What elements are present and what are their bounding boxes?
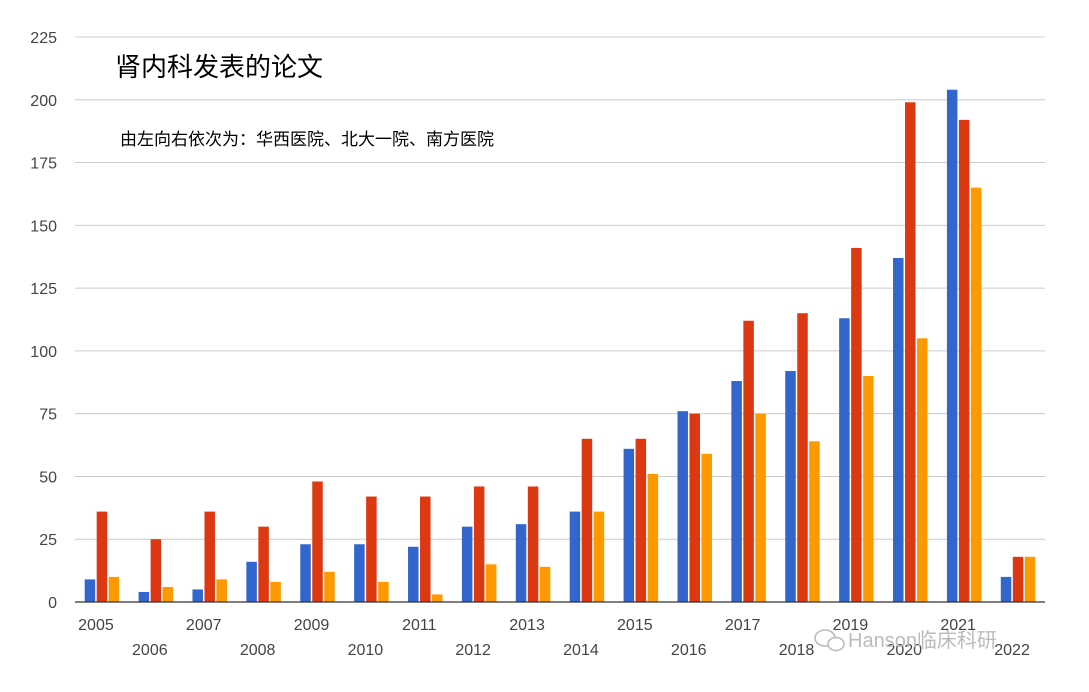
y-tick-label: 175 (30, 156, 57, 173)
x-tick-label: 2010 (348, 642, 384, 659)
bar-2018-series-1 (785, 370, 796, 602)
bar-2017-series-2 (743, 320, 754, 602)
wechat-icon (814, 629, 845, 652)
bar-2013-series-1 (515, 524, 527, 602)
y-tick-label: 225 (30, 30, 57, 47)
y-tick-label: 100 (30, 344, 57, 361)
bar-2010-series-2 (366, 496, 377, 602)
bar-2009-series-2 (312, 481, 323, 602)
watermark: Hanson临床科研 (814, 629, 997, 652)
bar-2015-series-2 (635, 438, 647, 602)
bar-2012-series-2 (473, 486, 485, 602)
bar-2012-series-1 (461, 526, 473, 602)
bar-2018-series-3 (809, 441, 820, 602)
bar-2019-series-2 (851, 247, 862, 602)
bar-2005-series-1 (84, 579, 96, 602)
bar-2015-series-3 (647, 473, 659, 602)
y-tick-label: 125 (30, 281, 57, 298)
bar-2008-series-1 (246, 561, 257, 602)
bar-2015-series-1 (623, 448, 635, 602)
y-tick-label: 200 (30, 93, 57, 110)
bar-2021-series-1 (946, 89, 958, 602)
x-tick-label: 2006 (132, 642, 168, 659)
bar-2016-series-1 (677, 411, 688, 602)
gridlines (75, 36, 1045, 540)
watermark-text: Hanson临床科研 (848, 629, 997, 652)
bar-2009-series-3 (324, 571, 335, 602)
y-tick-label: 25 (39, 532, 57, 549)
bar-2019-series-1 (839, 318, 850, 602)
bar-2005-series-3 (108, 576, 120, 602)
bar-2021-series-2 (958, 119, 970, 602)
x-tick-label: 2012 (455, 642, 491, 659)
bar-2011-series-2 (420, 496, 431, 602)
x-tick-label: 2016 (671, 642, 707, 659)
chart-title: 肾内科发表的论文 (115, 52, 323, 82)
bar-2014-series-3 (593, 511, 605, 602)
chart-subtitle: 由左向右依次为：华西医院、北大一院、南方医院 (120, 130, 494, 149)
bar-2006-series-3 (162, 586, 174, 602)
bar-2007-series-2 (204, 511, 215, 602)
bar-2011-series-3 (432, 594, 443, 602)
bar-2017-series-3 (755, 413, 766, 602)
bar-2007-series-1 (192, 589, 203, 602)
bar-2013-series-3 (539, 566, 551, 602)
bar-2021-series-3 (970, 187, 982, 602)
x-tick-label: 2008 (240, 642, 276, 659)
bar-2013-series-2 (527, 486, 539, 602)
x-tick-label: 2022 (994, 642, 1030, 659)
x-tick-label: 2020 (886, 642, 922, 659)
bar-2011-series-1 (408, 546, 419, 602)
bar-2020-series-3 (917, 338, 928, 602)
x-tick-label: 2019 (833, 617, 869, 634)
bar-2014-series-2 (581, 438, 593, 602)
x-tick-label: 2011 (402, 617, 437, 634)
bar-2008-series-3 (270, 581, 281, 602)
bar-2014-series-1 (569, 511, 581, 602)
bar-2020-series-2 (905, 102, 916, 603)
y-tick-label: 50 (39, 469, 57, 486)
bar-2022-series-2 (1012, 556, 1024, 602)
x-tick-label: 2015 (617, 617, 653, 634)
y-tick-label: 150 (30, 218, 57, 235)
x-tick-label: 2014 (563, 642, 599, 659)
bar-2006-series-1 (138, 591, 150, 602)
x-tick-label: 2017 (725, 617, 761, 634)
bar-2020-series-1 (893, 257, 904, 602)
y-axis-ticks: 0 25 50 75 100 125 150 175 200 225 (30, 30, 57, 612)
x-axis-ticks: 2005 2006 2007 2008 2009 2010 2011 2012 2013 2014… (78, 617, 1030, 659)
bar-2017-series-1 (731, 381, 742, 602)
bar-2007-series-3 (216, 579, 227, 602)
bar-2006-series-2 (150, 539, 162, 602)
y-tick-label: 0 (48, 595, 57, 612)
bar-2019-series-3 (863, 376, 874, 602)
bar-2010-series-1 (354, 544, 365, 602)
x-tick-label: 2018 (779, 642, 815, 659)
bar-2018-series-2 (797, 313, 808, 602)
bar-2016-series-2 (689, 413, 700, 602)
bar-2009-series-1 (300, 544, 311, 602)
bar-2016-series-3 (701, 453, 712, 602)
bar-2005-series-2 (96, 511, 108, 602)
bar-2022-series-3 (1024, 556, 1036, 602)
bar-2012-series-3 (485, 564, 497, 602)
x-tick-label: 2007 (186, 617, 222, 634)
x-tick-label: 2009 (294, 617, 330, 634)
bar-2008-series-2 (258, 526, 269, 602)
bar-2010-series-3 (378, 581, 389, 602)
bar-2022-series-1 (1000, 576, 1012, 602)
bars (84, 89, 1036, 603)
x-tick-label: 2013 (509, 617, 545, 634)
x-tick-label: 2005 (78, 617, 114, 634)
y-tick-label: 75 (39, 407, 57, 424)
x-tick-label: 2021 (940, 617, 976, 634)
